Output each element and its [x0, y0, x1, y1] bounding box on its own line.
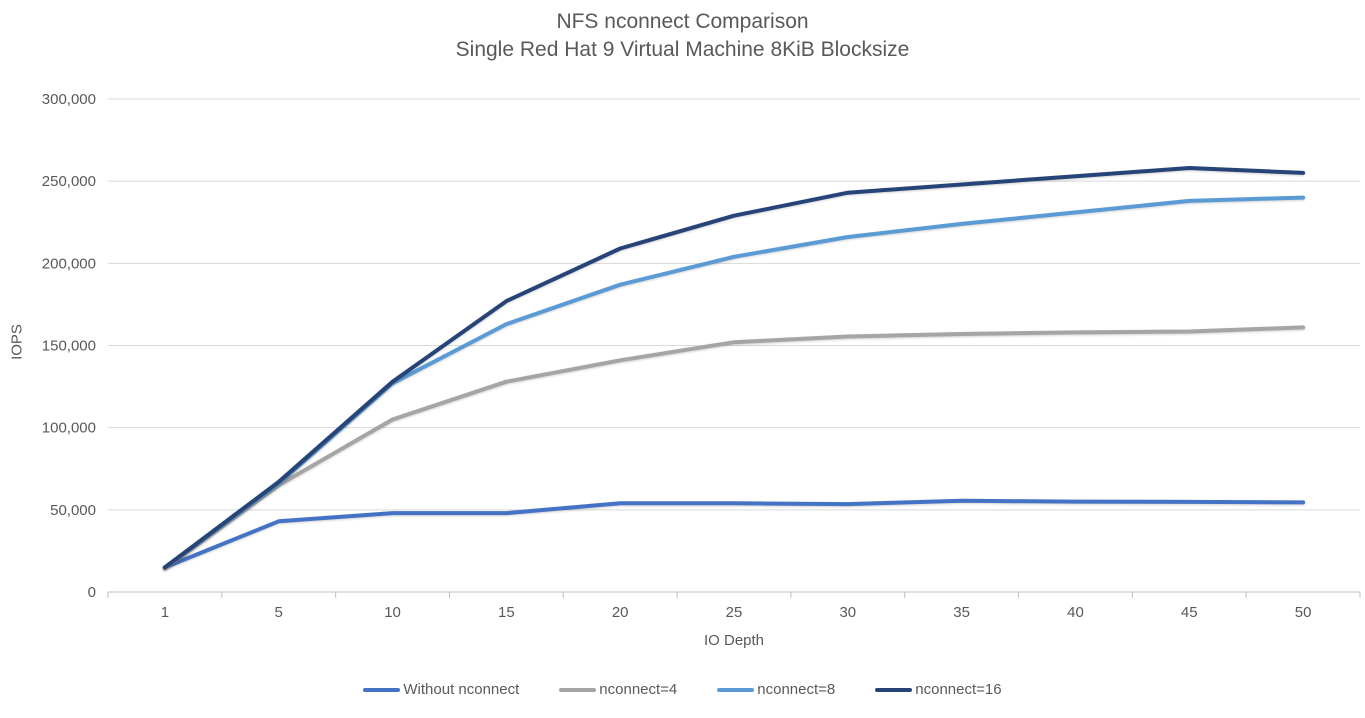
- x-axis-title: IO Depth: [703, 632, 765, 649]
- x-tick-label: 45: [1181, 604, 1198, 621]
- legend-item-nconnect-8: nconnect=8: [717, 681, 835, 698]
- y-tick-label: 300,000: [42, 91, 96, 108]
- y-tick-label: 100,000: [42, 420, 96, 437]
- y-axis-title: IOPS: [8, 324, 26, 360]
- legend-item-without-nconnect: Without nconnect: [363, 681, 519, 698]
- legend-label-nconnect-4: nconnect=4: [599, 681, 678, 698]
- legend-swatch-nconnect-8: [717, 687, 755, 692]
- x-tick-label: 50: [1295, 604, 1312, 621]
- x-tick-label: 35: [953, 604, 970, 621]
- legend-swatch-nconnect-16: [875, 687, 913, 692]
- series-line-nconnect-16: [162, 166, 1306, 570]
- x-tick-label: 10: [384, 604, 401, 621]
- x-tick-label: 30: [839, 604, 856, 621]
- x-tick-label: 40: [1067, 604, 1084, 621]
- legend-swatch-nconnect-4: [559, 687, 597, 692]
- y-tick-label: 250,000: [42, 173, 96, 190]
- y-tick-label: 150,000: [42, 338, 96, 355]
- x-tick-label: 15: [498, 604, 515, 621]
- legend-item-nconnect-16: nconnect=16: [875, 681, 1002, 698]
- chart-title: NFS nconnect Comparison Single Red Hat 9…: [0, 8, 1365, 64]
- chart-title-line2: Single Red Hat 9 Virtual Machine 8KiB Bl…: [455, 38, 910, 61]
- x-tick-label: 1: [161, 604, 169, 621]
- legend-label-nconnect-16: nconnect=16: [915, 681, 1002, 698]
- legend-label-nconnect-8: nconnect=8: [757, 681, 836, 698]
- x-tick-label: 20: [612, 604, 629, 621]
- series-line-without-nconnect: [162, 498, 1306, 570]
- series-line-nconnect-4: [162, 325, 1306, 571]
- y-tick-label: 0: [88, 584, 96, 601]
- legend-label-without-nconnect: Without nconnect: [403, 681, 520, 698]
- legend-swatch-without-nconnect: [363, 687, 401, 692]
- x-tick-label: 5: [275, 604, 283, 621]
- y-tick-label: 50,000: [50, 502, 96, 519]
- series-line-nconnect-8: [162, 195, 1306, 570]
- legend-item-nconnect-4: nconnect=4: [559, 681, 677, 698]
- chart-plot: 0 50,000 100,000 150,000 200,000 250,000 300,0…: [42, 91, 1361, 621]
- chart-legend: Without nconnect nconnect=4 nconnect=8 ncon…: [0, 681, 1365, 698]
- chart-title-line1: NFS nconnect Comparison: [556, 10, 809, 33]
- y-tick-label: 200,000: [42, 255, 96, 272]
- x-tick-label: 25: [726, 604, 743, 621]
